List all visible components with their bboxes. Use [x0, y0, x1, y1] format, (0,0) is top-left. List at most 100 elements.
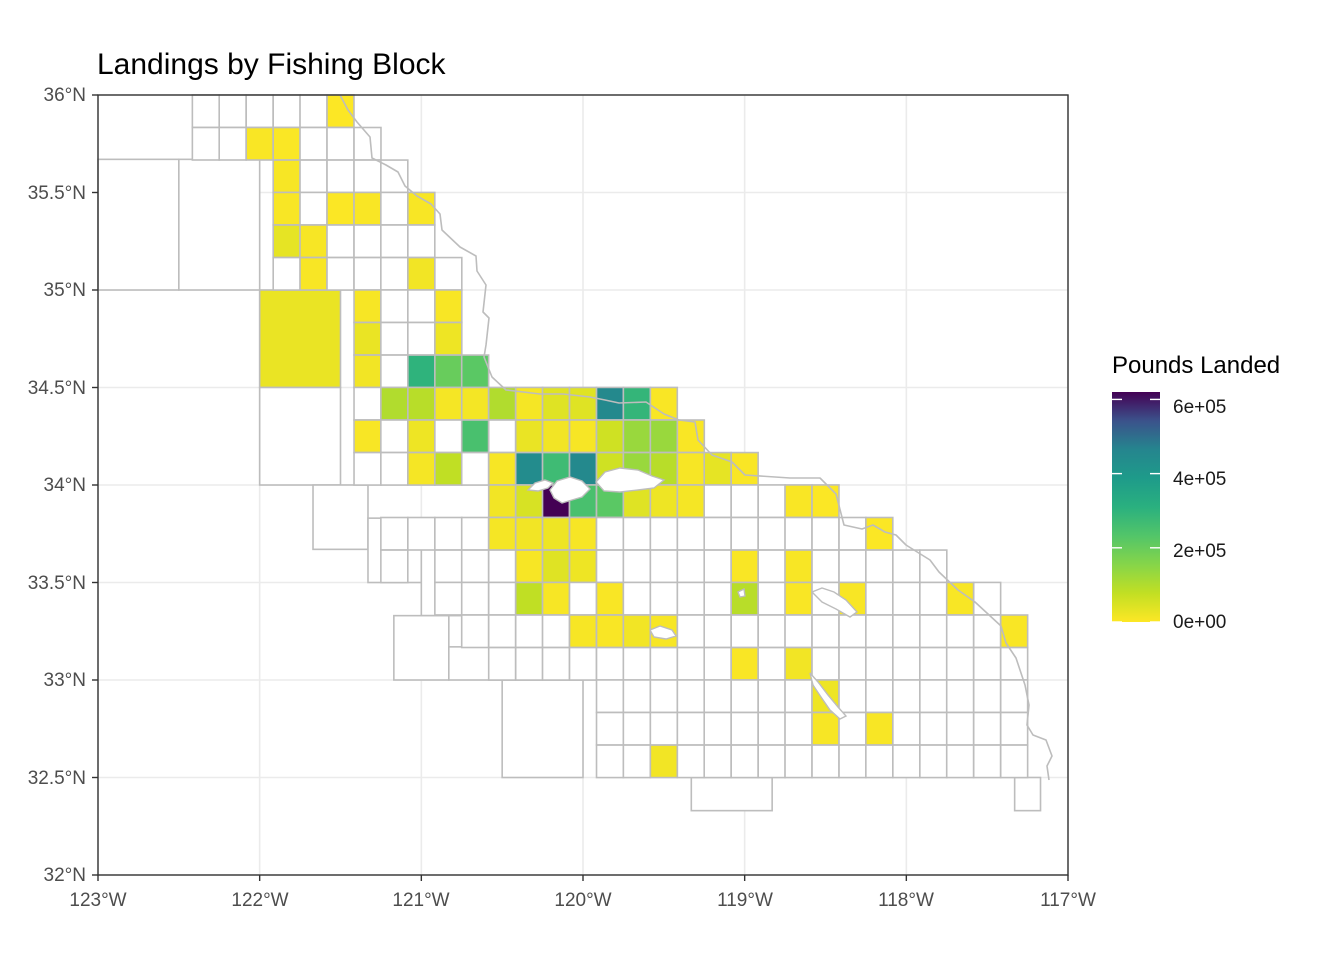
x-axis-ticks	[97, 875, 1069, 881]
fishing-block	[622, 614, 652, 649]
fishing-block	[487, 646, 517, 681]
fishing-block	[568, 549, 598, 584]
fishing-block	[703, 581, 732, 616]
x-tick-label: 122°W	[231, 890, 288, 911]
y-tick-label: 34.5°N	[28, 378, 86, 399]
fishing-block	[353, 321, 382, 356]
fishing-block	[784, 516, 813, 551]
fishing-block	[784, 646, 813, 681]
fishing-block	[487, 386, 517, 421]
fishing-block	[568, 646, 598, 681]
fishing-block	[676, 484, 706, 519]
fishing-block	[703, 516, 732, 551]
fishing-block	[568, 516, 598, 551]
fishing-block	[865, 549, 894, 584]
fishing-block	[649, 646, 679, 681]
y-axis-ticks	[92, 94, 98, 876]
fishing-block	[972, 711, 1002, 746]
fishing-block	[514, 646, 544, 681]
y-tick-label: 36°N	[44, 85, 86, 106]
fishing-block	[865, 744, 894, 779]
fishing-block	[838, 614, 867, 649]
fishing-block	[622, 516, 652, 551]
fishing-block	[460, 386, 490, 421]
fishing-block	[676, 451, 706, 486]
fishing-block	[595, 679, 625, 714]
fishing-block	[730, 646, 759, 681]
y-tick-label: 34°N	[44, 475, 86, 496]
fishing-block	[460, 516, 490, 551]
fishing-block	[487, 419, 517, 454]
fishing-block	[595, 581, 625, 616]
fishing-block	[649, 744, 679, 779]
y-tick-label: 33°N	[44, 670, 86, 691]
fishing-block	[434, 289, 463, 324]
fishing-block	[407, 386, 436, 421]
fishing-block	[703, 679, 732, 714]
fishing-block	[838, 549, 867, 584]
fishing-block	[865, 614, 894, 649]
fishing-block	[811, 614, 840, 649]
fishing-block	[999, 679, 1029, 714]
fishing-block	[622, 386, 652, 421]
fishing-block	[299, 94, 328, 129]
fishing-block	[353, 386, 382, 421]
fishing-block	[434, 386, 463, 421]
fishing-block	[541, 516, 571, 551]
fishing-block	[676, 679, 706, 714]
y-axis: 36°N 35.5°N 35°N 34.5°N 34°N 33.5°N 33°N…	[28, 85, 98, 886]
fishing-block	[434, 581, 463, 616]
fishing-block	[919, 549, 948, 584]
fishing-block	[784, 581, 813, 616]
fishing-block	[784, 744, 813, 779]
fishing-block	[784, 711, 813, 746]
fishing-block	[838, 679, 867, 714]
x-axis: 123°W 122°W 121°W 120°W 119°W 118°W 117°…	[69, 875, 1096, 911]
fishing-block	[380, 224, 409, 259]
fishing-block	[407, 191, 436, 226]
fishing-block	[595, 614, 625, 649]
fishing-block	[919, 744, 948, 779]
x-tick-label: 119°W	[717, 890, 773, 911]
fishing-block	[191, 126, 221, 161]
fishing-block	[703, 646, 732, 681]
fishing-block	[703, 744, 732, 779]
fishing-block	[353, 354, 382, 389]
san-miguel-island	[526, 479, 555, 492]
fishing-block	[434, 321, 463, 356]
fishing-block	[945, 646, 975, 681]
fishing-block	[972, 679, 1002, 714]
fishing-block	[865, 711, 894, 746]
fishing-block	[568, 614, 598, 649]
fishing-block	[353, 419, 382, 454]
fishing-block	[312, 484, 369, 551]
fishing-block	[865, 646, 894, 681]
fishing-block	[407, 256, 436, 291]
fishing-block	[703, 451, 732, 486]
fishing-block	[919, 679, 948, 714]
fishing-block	[595, 711, 625, 746]
fishing-block	[514, 549, 544, 584]
fishing-block	[595, 419, 625, 454]
y-tick-label: 32°N	[44, 865, 86, 886]
fishing-block	[487, 549, 517, 584]
x-tick-label: 123°W	[69, 890, 126, 911]
y-tick-label: 35°N	[44, 280, 86, 301]
fishing-block	[730, 549, 759, 584]
fishing-block	[407, 354, 436, 389]
fishing-block	[730, 484, 759, 519]
legend-title: Pounds Landed	[1112, 352, 1280, 379]
fishing-block	[919, 614, 948, 649]
fishing-block	[326, 256, 355, 291]
fishing-block	[999, 711, 1029, 746]
fishing-block	[703, 484, 732, 519]
legend-colorbar	[1112, 392, 1160, 622]
fishing-block	[380, 354, 409, 389]
fishing-block	[326, 126, 355, 161]
fishing-block	[972, 646, 1002, 681]
fishing-block	[218, 94, 247, 129]
fishing-block	[245, 94, 274, 129]
fishing-block	[892, 679, 921, 714]
fishing-block	[757, 484, 786, 519]
fishing-block	[730, 744, 759, 779]
